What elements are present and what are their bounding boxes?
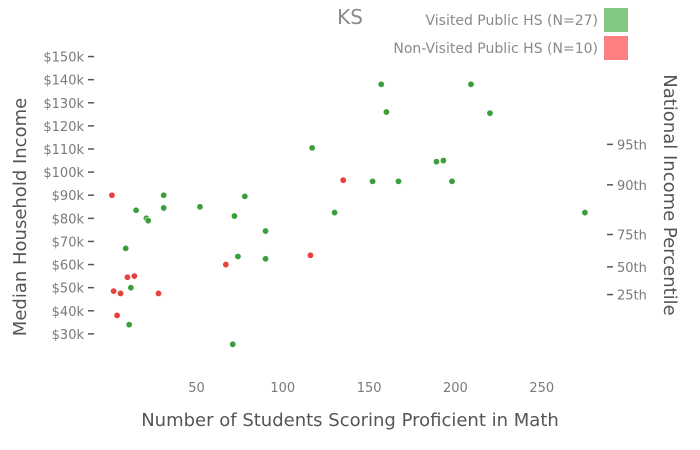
data-point	[486, 109, 494, 117]
data-point	[222, 261, 230, 269]
data-point	[439, 157, 447, 165]
series-visited	[122, 80, 589, 348]
data-point	[331, 209, 339, 217]
legend: Visited Public HS (N=27) Non-Visited Publ…	[393, 8, 628, 60]
data-point	[262, 227, 270, 235]
data-point	[125, 321, 133, 329]
y-tick-label: $150k	[43, 51, 84, 66]
y2-tick-label: 25th	[617, 289, 647, 304]
y2-tick-label: 90th	[617, 179, 647, 194]
data-point	[230, 212, 238, 220]
series-non-visited	[108, 176, 347, 319]
x-axis: 50 100 150 200 250	[188, 381, 554, 396]
legend-label: Non-Visited Public HS (N=10)	[393, 41, 598, 57]
y-tick-label: $50k	[52, 282, 85, 297]
data-point	[382, 108, 390, 116]
data-point	[123, 273, 131, 281]
data-point	[339, 176, 347, 184]
secondary-y-axis: 25th 50th 75th 90th 95th	[607, 138, 647, 304]
data-point	[432, 158, 440, 166]
data-point	[113, 311, 121, 319]
y-tick-label: $60k	[52, 259, 85, 274]
data-point	[127, 284, 135, 292]
data-point	[308, 144, 316, 152]
data-point	[377, 80, 385, 88]
data-point	[262, 255, 270, 263]
data-point	[155, 289, 163, 297]
y-axis: $30k $40k $50k $60k $70k $80k $90k $100k $110k $1…	[43, 51, 94, 343]
x-tick-label: 100	[270, 381, 295, 396]
legend-label: Visited Public HS (N=27)	[426, 13, 598, 29]
data-point	[369, 177, 377, 185]
y-tick-label: $90k	[52, 189, 85, 204]
y2-tick-label: 75th	[617, 229, 647, 244]
data-point	[122, 244, 130, 252]
x-tick-label: 50	[188, 381, 205, 396]
y-tick-label: $130k	[43, 97, 84, 112]
data-point	[132, 206, 140, 214]
data-points	[108, 80, 589, 348]
y-tick-label: $120k	[43, 120, 84, 135]
legend-swatch	[604, 8, 628, 32]
chart-title: KS	[337, 5, 363, 29]
data-point	[229, 340, 237, 348]
y-tick-label: $80k	[52, 212, 85, 227]
data-point	[160, 204, 168, 212]
y2-tick-label: 50th	[617, 261, 647, 276]
y-tick-label: $100k	[43, 166, 84, 181]
data-point	[196, 203, 204, 211]
secondary-y-axis-title: National Income Percentile	[659, 74, 680, 316]
x-axis-title: Number of Students Scoring Proficient in…	[141, 410, 559, 431]
y-axis-title: Median Household Income	[10, 98, 31, 336]
y-tick-label: $30k	[52, 328, 85, 343]
data-point	[394, 177, 402, 185]
y2-tick-label: 95th	[617, 138, 647, 153]
data-point	[467, 80, 475, 88]
y-tick-label: $70k	[52, 235, 85, 250]
x-tick-label: 150	[357, 381, 382, 396]
y-tick-label: $140k	[43, 74, 84, 89]
y-tick-label: $110k	[43, 143, 84, 158]
data-point	[160, 191, 168, 199]
y-tick-label: $40k	[52, 305, 85, 320]
data-point	[234, 252, 242, 260]
data-point	[581, 209, 589, 217]
data-point	[306, 251, 314, 259]
x-tick-label: 200	[443, 381, 468, 396]
legend-swatch	[604, 36, 628, 60]
data-point	[130, 272, 138, 280]
data-point	[448, 177, 456, 185]
data-point	[241, 192, 249, 200]
data-point	[110, 287, 118, 295]
data-point	[144, 217, 152, 225]
data-point	[117, 289, 125, 297]
x-tick-label: 250	[529, 381, 554, 396]
data-point	[108, 191, 116, 199]
